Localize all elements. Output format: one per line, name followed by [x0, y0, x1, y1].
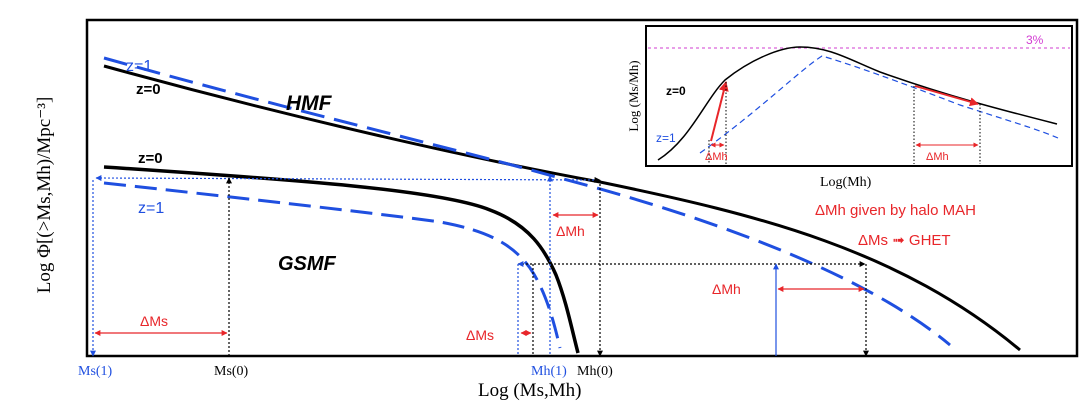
inset-y-axis-label: Log (Ms/Mh) [626, 60, 641, 131]
inset-frame [645, 25, 1073, 167]
x-axis-label: Log (Ms,Mh) [478, 380, 581, 401]
tick-ms0: Ms(0) [214, 364, 249, 379]
z0-gsmf-label: z=0 [138, 150, 163, 167]
inset-delta-mh-left-label: ΔMh [705, 151, 728, 163]
inset-3pct-label: 3% [1026, 33, 1044, 47]
gsmf-z1-curve [103, 181, 562, 349]
z0-hmf-label: z=0 [136, 81, 161, 98]
tick-ms1: Ms(1) [78, 364, 113, 379]
inset-z0-label: z=0 [666, 84, 686, 98]
inset-z1-label: z=1 [656, 131, 676, 145]
y-axis-label: Log Φ[(>Ms,Mh)/Mpc⁻³] [34, 97, 55, 294]
z1-hmf-label: z=1 [126, 58, 152, 75]
note-ghet: ΔMs ➟ GHET [858, 232, 951, 249]
gsmf-label: GSMF [278, 253, 337, 275]
gsmf-z0-curve [103, 165, 580, 354]
inset-red-arrow-left [710, 81, 729, 142]
inset-x-axis-label: Log(Mh) [820, 175, 872, 190]
inset-z1-curve [699, 55, 1059, 154]
tick-mh0: Mh(0) [577, 364, 613, 379]
ms-to-mh-connector-upper [95, 175, 601, 183]
tick-mh1: Mh(1) [531, 364, 567, 379]
hmf-label: HMF [286, 92, 333, 115]
inset-delta-mh-right-label: ΔMh [926, 151, 949, 163]
main-plot-frame [85, 18, 1079, 358]
note-mah: ΔMh given by halo MAH [815, 202, 976, 219]
z1-gsmf-label: z=1 [138, 200, 164, 217]
hmf-z1-curve [103, 56, 951, 347]
delta-ms-left-label: ΔMs [140, 313, 168, 329]
inset-red-arrow-right [914, 85, 979, 107]
delta-mh-lower-label: ΔMh [712, 281, 741, 297]
delta-mh-upper-label: ΔMh [556, 223, 585, 239]
delta-ms-mid-label: ΔMs [466, 327, 494, 343]
